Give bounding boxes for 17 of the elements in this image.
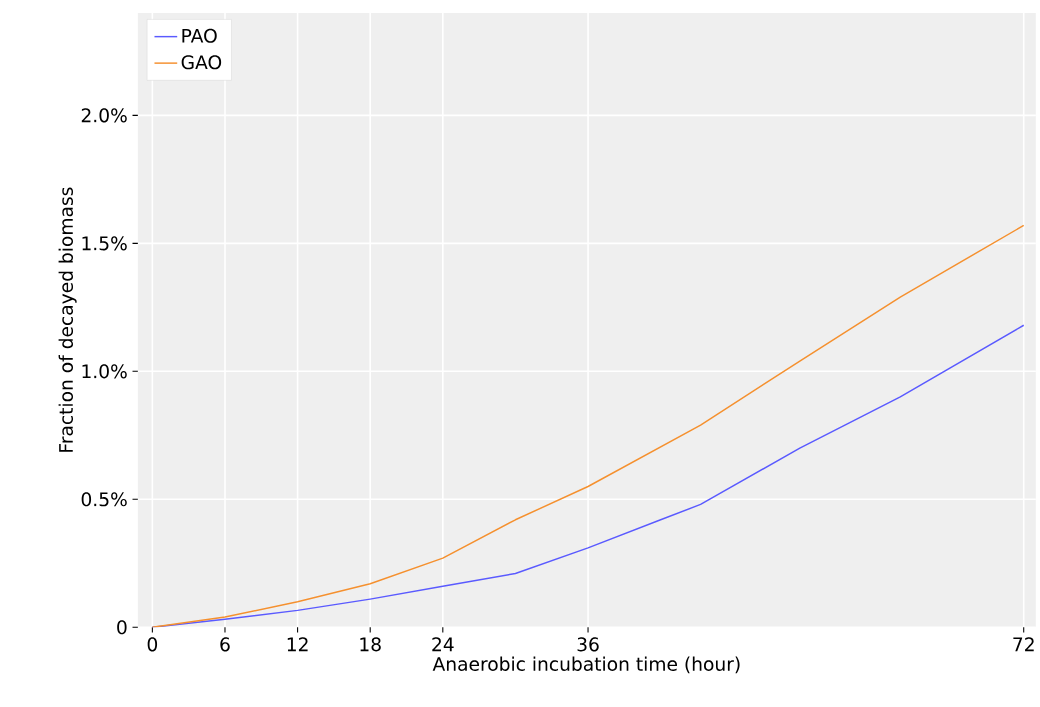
- x-tick-label: 72: [1013, 637, 1034, 652]
- y-axis-title: Fraction of decayed biomass: [58, 187, 77, 452]
- y-tick-label: 1.0%: [82, 364, 127, 379]
- x-tick-label: 6: [220, 637, 230, 652]
- line-series: [151, 224, 1025, 628]
- legend-label: PAO: [182, 28, 217, 43]
- x-tick-label: 18: [360, 637, 381, 652]
- y-tick-label: 0: [117, 620, 127, 635]
- x-tick-label: 0: [147, 637, 158, 652]
- x-tick-label: 24: [432, 637, 454, 652]
- legend-label: GAO: [181, 55, 222, 70]
- x-axis-title: Anaerobic incubation time (hour): [432, 656, 740, 674]
- y-tick-label: 0.5%: [81, 492, 127, 507]
- x-tick-label: 36: [577, 637, 599, 652]
- x-tick-label: 12: [287, 637, 308, 652]
- y-tick-label: 2.0%: [81, 108, 127, 123]
- y-tick-label: 1.5%: [82, 236, 127, 251]
